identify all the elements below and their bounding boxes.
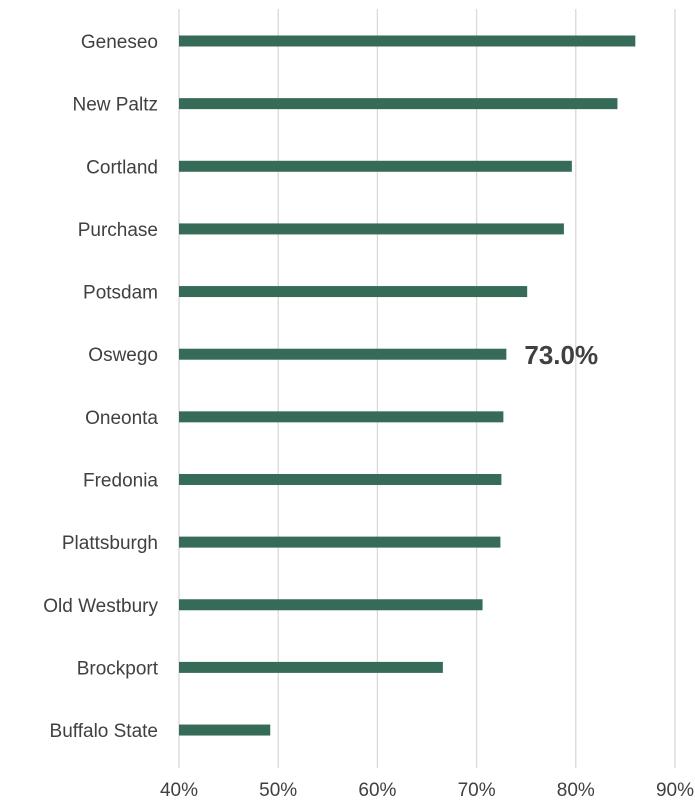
bar-old-westbury [179, 599, 483, 611]
x-tick-label-60: 60% [358, 780, 396, 801]
gridlines [178, 9, 676, 768]
category-label-buffalo-state: Buffalo State [50, 721, 158, 742]
x-tick-label-50: 50% [259, 780, 297, 801]
category-label-plattsburgh: Plattsburgh [62, 533, 158, 554]
bar-buffalo-state [179, 724, 271, 736]
category-label-brockport: Brockport [77, 658, 159, 679]
category-label-potsdam: Potsdam [83, 283, 158, 304]
x-tick-label-70: 70% [458, 780, 496, 801]
bars [179, 35, 636, 736]
bar-oneonta [179, 411, 504, 423]
category-label-cortland: Cortland [86, 157, 158, 178]
category-label-old-westbury: Old Westbury [43, 596, 158, 617]
category-labels: Geneseo New Paltz Cortland Purchase Potsdam O… [43, 32, 158, 742]
x-tick-labels: 40% 50% 60% 70% 80% 90% [160, 780, 694, 801]
data-label-oswego: 73.0% [524, 340, 598, 370]
x-tick-label-40: 40% [160, 780, 198, 801]
bar-new-paltz [179, 98, 618, 110]
category-label-geneseo: Geneseo [81, 32, 158, 53]
bar-brockport [179, 661, 443, 673]
category-label-oswego: Oswego [88, 345, 158, 366]
bar-cortland [179, 160, 572, 172]
category-label-purchase: Purchase [78, 220, 158, 241]
data-labels: 73.0% [524, 340, 598, 370]
category-label-fredonia: Fredonia [83, 470, 158, 491]
category-label-new-paltz: New Paltz [72, 95, 158, 116]
bar-fredonia [179, 473, 502, 485]
category-label-oneonta: Oneonta [85, 408, 158, 429]
bar-oswego [179, 348, 507, 360]
x-tick-label-80: 80% [557, 780, 595, 801]
x-tick-label-90: 90% [656, 780, 694, 801]
bar-potsdam [179, 286, 528, 298]
bar-geneseo [179, 35, 636, 47]
bar-plattsburgh [179, 536, 501, 548]
bar-purchase [179, 223, 564, 235]
